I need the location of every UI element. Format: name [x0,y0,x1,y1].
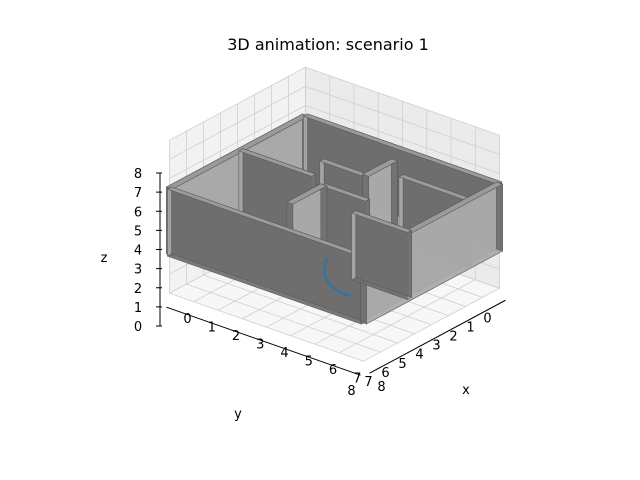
wall-face [238,148,244,219]
gridline-x-floor [339,279,476,354]
y-tick-label: 6 [381,366,389,381]
z-axis-label: z [101,251,108,266]
y-tick-label: 5 [398,357,406,372]
gridline-z-left [169,105,306,179]
y-tick-label: 8 [347,384,355,399]
x-tick-label: 5 [305,355,313,370]
x-tick-label: 4 [280,346,288,361]
x-tick-label: 2 [232,329,240,344]
z-tick-label: 0 [134,320,142,335]
trajectory-line-0 [323,257,352,298]
z-tick-label: 3 [134,263,142,278]
wall-top [350,210,413,233]
z-tick-label: 5 [134,224,142,239]
x-tick-label: 3 [256,338,264,353]
z-tick-label: 2 [134,282,142,297]
gridline-z-back [305,66,500,136]
wall-top [238,148,317,177]
y-tick-label: 2 [449,330,457,345]
y-axis-label: y [234,407,242,422]
gridline-z-back [305,85,500,155]
wall-face [351,210,357,281]
y-tick-label: 3 [432,339,440,354]
z-tick-label: 4 [134,244,142,259]
gridline-y-floor [203,274,398,344]
x-tick-label: 8 [377,380,385,395]
wall-top [320,183,371,202]
wall-face [391,158,398,229]
wall-top [286,183,328,205]
gridline-z-left [169,86,306,160]
gridline-z-back [305,105,500,174]
gridline-y-floor [169,292,364,362]
y-tick-label: 1 [466,320,474,335]
wall-face [496,181,503,252]
gridline-z-left [169,66,306,141]
wall-face [167,186,172,257]
gridline-x-floor [363,287,500,362]
x-axis-line [369,299,506,374]
y-tick-label: 4 [415,348,423,363]
x-axis-label: x [462,383,470,398]
wall-top [361,158,399,177]
wall-inner-wall-g [350,210,413,301]
z-tick-label: 6 [134,205,142,220]
x-tick-label: 7 [353,372,361,387]
gridline-y-floor [186,283,381,353]
x-tick-label: 6 [329,363,337,378]
y-axis-line [166,306,361,376]
chart-title: 3D animation: scenario 1 [227,35,429,54]
maze-walls [165,113,504,325]
y-tick-label: 0 [483,311,491,326]
z-tick-label: 8 [134,167,142,182]
z-tick-label: 7 [134,186,142,201]
z-tick-label: 1 [134,301,142,316]
y-tick-label: 7 [364,375,372,390]
wall-top [302,113,503,185]
x-tick-label: 1 [208,321,216,336]
x-tick-label: 0 [183,312,191,327]
